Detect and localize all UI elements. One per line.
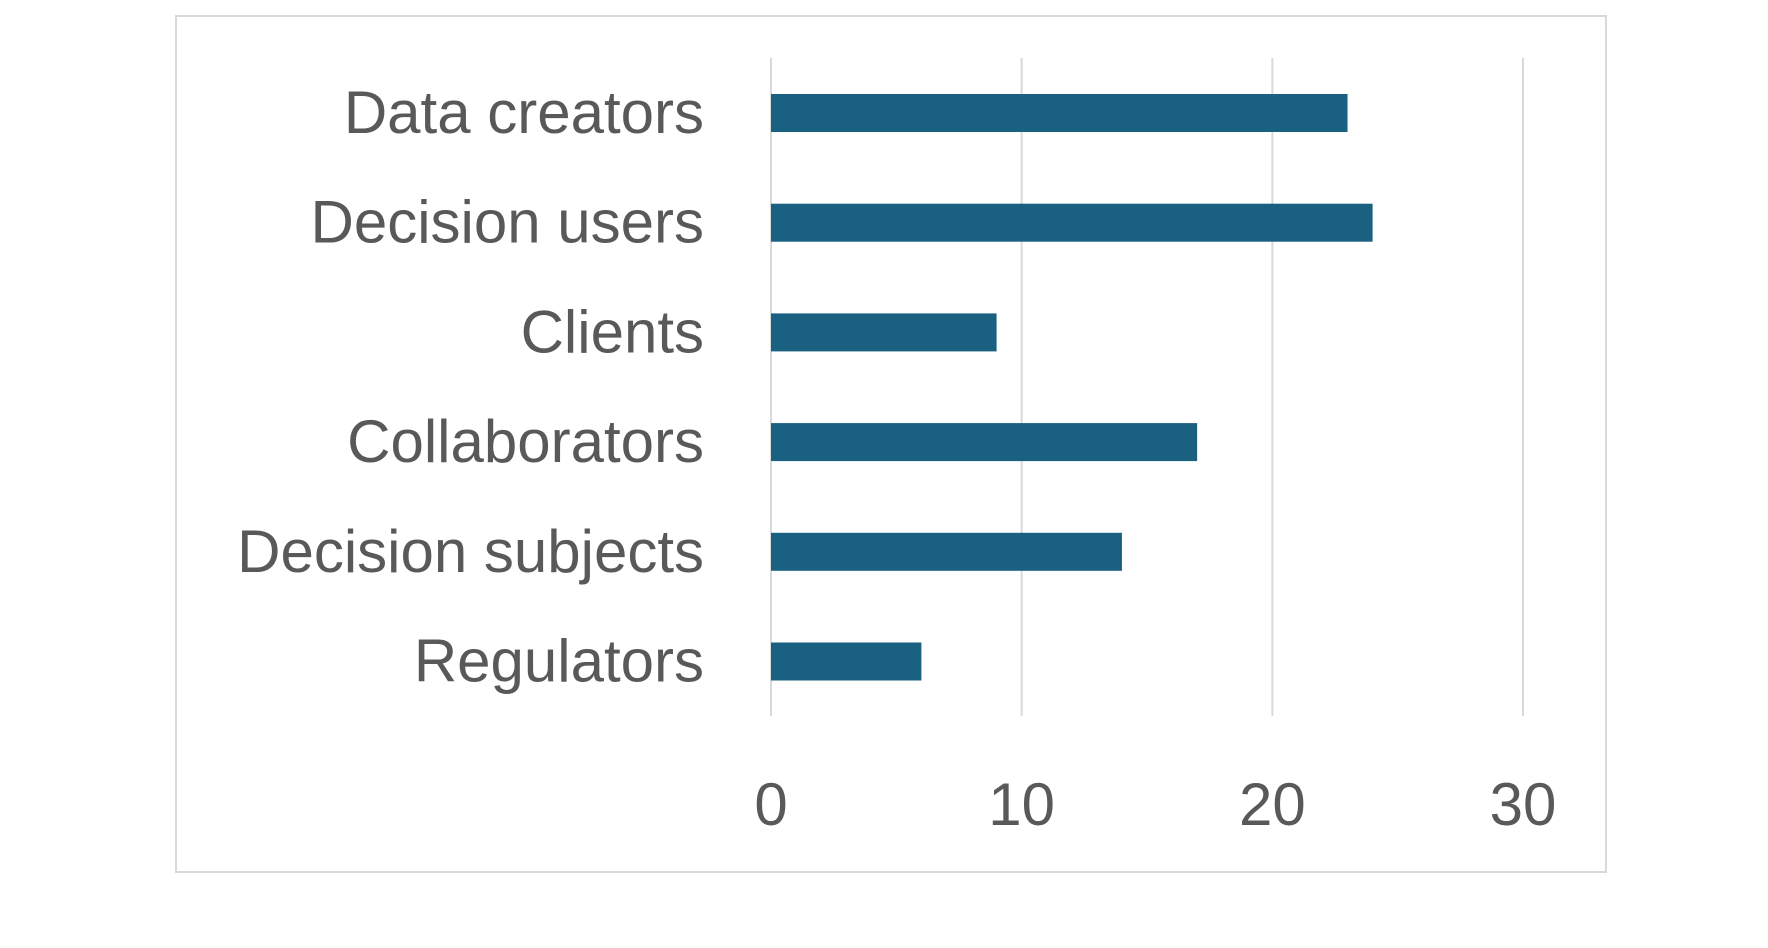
gridlines [770,58,1524,716]
category-label: Regulators [414,628,704,695]
bar [771,423,1198,462]
category-label: Decision users [311,189,705,256]
category-label: Clients [521,298,704,365]
x-tick-labels: 0 10 20 30 [754,771,1556,838]
x-tick-label: 30 [1490,771,1557,838]
bar [771,203,1373,242]
bar [771,642,922,681]
bars [771,94,1373,681]
x-tick-label: 20 [1239,771,1306,838]
x-tick-label: 0 [754,771,787,838]
bar [771,94,1348,132]
category-labels: Data creators Decision users Clients Collab… [237,79,704,695]
category-label: Collaborators [347,408,704,475]
category-label: Data creators [344,79,704,146]
category-label: Decision subjects [237,518,704,585]
bar [771,313,997,352]
x-tick-label: 10 [988,771,1055,838]
bar [771,532,1122,571]
